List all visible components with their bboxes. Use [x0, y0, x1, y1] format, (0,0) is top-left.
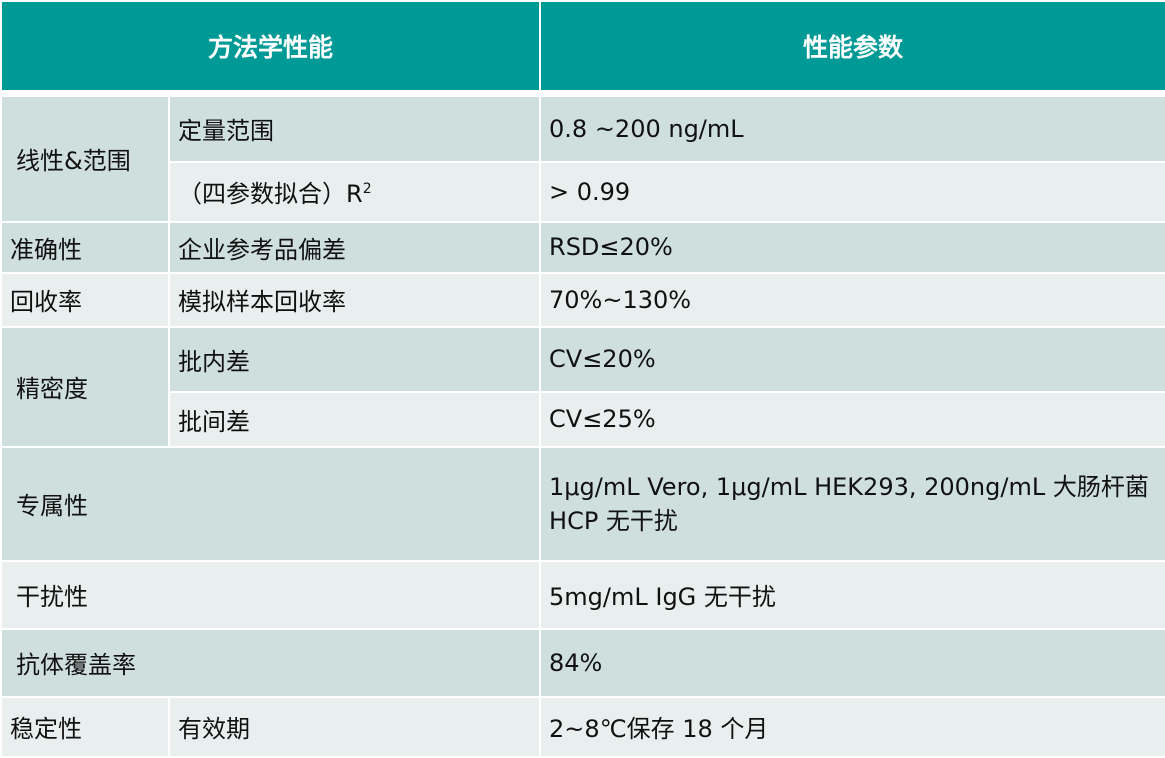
- header-row: 方法学性能 性能参数: [0, 0, 1165, 97]
- category-linearity: 线性&范围: [0, 92, 170, 223]
- label-intra-batch: 批内差: [167, 325, 542, 393]
- value-shelf-life: 2~8℃保存 18 个月: [539, 695, 1165, 758]
- table-row: 干扰性 5mg/mL IgG 无干扰: [0, 559, 1165, 630]
- value-accuracy: RSD≤20%: [539, 220, 1165, 274]
- label-accuracy: 企业参考品偏差: [167, 220, 542, 274]
- header-performance-params: 性能参数: [539, 0, 1165, 97]
- category-stability: 稳定性: [0, 695, 170, 758]
- value-quant-range: 0.8 ~200 ng/mL: [539, 92, 1165, 163]
- r2-label-text: （四参数拟合）R: [178, 180, 363, 208]
- category-accuracy: 准确性: [0, 220, 170, 274]
- table-row: 精密度 批内差 CV≤20%: [0, 325, 1165, 448]
- value-coverage: 84%: [539, 627, 1165, 698]
- table-row: 批间差 CV≤25%: [1, 390, 1165, 448]
- table-row: 稳定性 有效期 2~8℃保存 18 个月: [0, 695, 1165, 758]
- value-interference: 5mg/mL IgG 无干扰: [539, 559, 1165, 630]
- label-recovery: 模拟样本回收率: [167, 271, 542, 328]
- value-recovery: 70%~130%: [539, 271, 1165, 328]
- label-quant-range: 定量范围: [167, 92, 542, 163]
- header-method-performance: 方法学性能: [0, 0, 542, 97]
- value-r2: > 0.99: [539, 160, 1165, 223]
- table-row: 抗体覆盖率 84%: [0, 627, 1165, 698]
- table-row: 专属性 1μg/mL Vero, 1μg/mL HEK293, 200ng/mL…: [0, 445, 1165, 562]
- category-interference: 干扰性: [0, 559, 542, 630]
- label-inter-batch: 批间差: [167, 390, 542, 448]
- table-row: 回收率 模拟样本回收率 70%~130%: [0, 271, 1165, 328]
- category-recovery: 回收率: [0, 271, 170, 328]
- label-shelf-life: 有效期: [167, 695, 542, 758]
- category-coverage: 抗体覆盖率: [0, 627, 542, 698]
- category-specificity: 专属性: [0, 445, 542, 562]
- table-row: （四参数拟合）R2 > 0.99: [1, 160, 1165, 223]
- category-precision: 精密度: [0, 325, 170, 448]
- value-inter-batch: CV≤25%: [539, 390, 1165, 448]
- table-row: 线性&范围 定量范围 0.8 ~200 ng/mL: [0, 92, 1165, 223]
- r2-superscript: 2: [362, 181, 372, 197]
- value-intra-batch: CV≤20%: [539, 325, 1165, 393]
- table-row: 准确性 企业参考品偏差 RSD≤20%: [0, 220, 1165, 274]
- value-specificity: 1μg/mL Vero, 1μg/mL HEK293, 200ng/mL 大肠杆…: [539, 445, 1165, 562]
- label-r2: （四参数拟合）R2: [167, 160, 542, 223]
